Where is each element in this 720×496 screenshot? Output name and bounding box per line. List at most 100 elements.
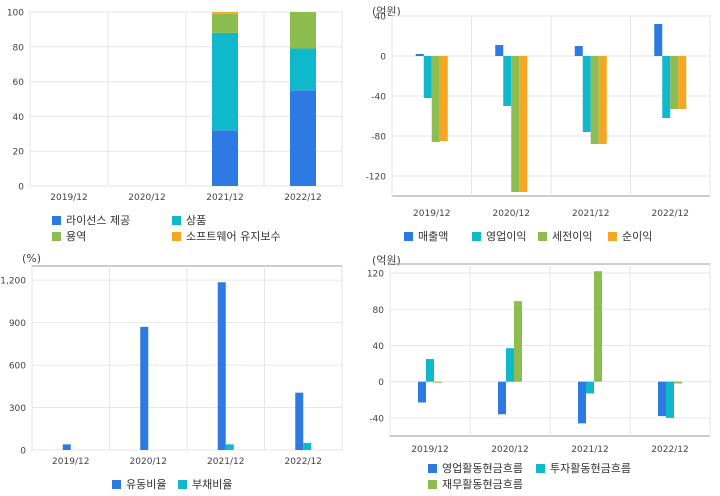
bar [290, 12, 316, 49]
x-tick-label: 2022/12 [651, 445, 688, 455]
bar [415, 54, 424, 56]
legend-swatch [52, 232, 61, 241]
x-tick-label: 2022/12 [652, 209, 689, 219]
y-tick-label: 900 [9, 319, 26, 329]
y-tick-label: -80 [371, 133, 386, 143]
x-tick-label: 2022/12 [284, 193, 321, 203]
bar [212, 13, 238, 33]
bar [434, 381, 442, 383]
bar [431, 56, 440, 142]
x-tick-label: 2020/12 [493, 209, 530, 219]
legend-item[interactable]: 영업이익 [472, 228, 526, 244]
y-tick-label: 60 [13, 78, 25, 88]
bar [582, 56, 591, 132]
x-tick-label: 2020/12 [130, 457, 167, 467]
bar [662, 56, 671, 118]
bar [514, 301, 522, 382]
legend-label: 유동비율 [126, 478, 167, 491]
bar [674, 381, 682, 384]
legend-swatch [608, 232, 617, 241]
legend-item[interactable]: 유동비율 [112, 476, 166, 492]
chart-plot: 0 20 40 60 80 100 2019/12 2020/12 2021/12 2022/12 [7, 9, 343, 203]
chart-plot: -120 -80 -40 0 40 2019/12 2020/12 2021/12 2022/1… [366, 13, 711, 219]
bar [225, 444, 234, 450]
bar [666, 381, 674, 418]
legend-label: 순이익 [622, 230, 653, 243]
legend-swatch [172, 232, 181, 241]
legend-label: 부채비율 [192, 478, 233, 491]
legend-item[interactable]: 재무활동현금흐름 [428, 476, 523, 492]
bar [498, 381, 506, 415]
legend-label: 용역 [66, 230, 87, 243]
legend-item[interactable]: 용역 [52, 228, 86, 244]
bar [439, 56, 448, 141]
legend-label: 라이선스 제공 [66, 214, 131, 227]
x-tick-label: 2019/12 [50, 193, 87, 203]
y-tick-label: -40 [369, 414, 384, 424]
legend-item[interactable]: 순이익 [608, 228, 652, 244]
x-tick-label: 2021/12 [206, 193, 243, 203]
legend-swatch [404, 232, 413, 241]
x-tick-label: 2019/12 [411, 445, 448, 455]
legend-swatch [178, 480, 187, 489]
legend-label: 소프트웨어 유지보수 [186, 230, 281, 243]
legend-item[interactable]: 라이선스 제공 [52, 212, 130, 228]
legend-swatch [472, 232, 481, 241]
bar [654, 24, 663, 56]
y-tick-label: 100 [7, 9, 24, 19]
bar [290, 48, 316, 91]
x-tick-label: 2019/12 [413, 209, 450, 219]
x-tick-label: 2021/12 [207, 457, 244, 467]
legend-label: 매출액 [418, 230, 449, 243]
cashflow-chart: (억원) -40 0 40 80 120 2019/12 2020/12 2021/12 202… [360, 248, 720, 496]
y-tick-label: 600 [9, 362, 26, 372]
bar [495, 45, 504, 56]
bar [519, 56, 528, 192]
bar [212, 12, 238, 14]
legend-swatch [536, 464, 545, 473]
bar [62, 444, 71, 450]
bar [295, 392, 304, 450]
chart-unit-label: (%) [22, 252, 42, 265]
ratio-chart: (%) 0 300 600 900 1,200 2019/12 2020/12 2021/12… [0, 248, 360, 496]
legend-item[interactable]: 상품 [172, 212, 206, 228]
bar [590, 56, 599, 144]
bar [418, 381, 426, 403]
bar [598, 56, 607, 144]
bar [670, 56, 679, 109]
legend-item[interactable]: 소프트웨어 유지보수 [172, 228, 281, 244]
bar [506, 348, 514, 382]
bar [217, 282, 226, 450]
bar [658, 381, 666, 417]
bar [212, 32, 238, 131]
legend-item[interactable]: 세전이익 [538, 228, 592, 244]
bar [594, 271, 602, 382]
legend-swatch [538, 232, 547, 241]
x-tick-label: 2020/12 [128, 193, 165, 203]
chart-unit-label: (억원) [372, 5, 401, 18]
chart-plot: 0 300 600 900 1,200 2019/12 2020/12 2021/12 2022… [0, 265, 343, 467]
y-tick-label: 40 [373, 342, 385, 352]
bar [423, 56, 432, 98]
legend-item[interactable]: 부채비율 [178, 476, 232, 492]
y-tick-label: 80 [13, 43, 25, 53]
y-tick-label: 20 [13, 148, 25, 158]
legend-label: 상품 [186, 214, 207, 227]
bar [426, 359, 434, 382]
y-tick-label: 0 [18, 183, 24, 193]
x-tick-label: 2022/12 [285, 457, 322, 467]
bar [586, 381, 594, 394]
legend-label: 영업활동현금흐름 [442, 462, 523, 475]
legend-swatch [112, 480, 121, 489]
y-tick-label: 0 [378, 378, 384, 388]
revenue-mix-chart: 0 20 40 60 80 100 2019/12 2020/12 2021/12 2022/12… [0, 0, 360, 248]
bar [140, 326, 149, 450]
legend-item[interactable]: 영업활동현금흐름 [428, 460, 523, 476]
legend-item[interactable]: 투자활동현금흐름 [536, 460, 631, 476]
y-tick-label: 0 [380, 53, 386, 63]
legend-label: 영업이익 [486, 230, 527, 243]
y-tick-label: 40 [375, 13, 387, 23]
legend-item[interactable]: 매출액 [404, 228, 448, 244]
legend-label: 재무활동현금흐름 [442, 478, 523, 491]
bar [678, 56, 687, 109]
